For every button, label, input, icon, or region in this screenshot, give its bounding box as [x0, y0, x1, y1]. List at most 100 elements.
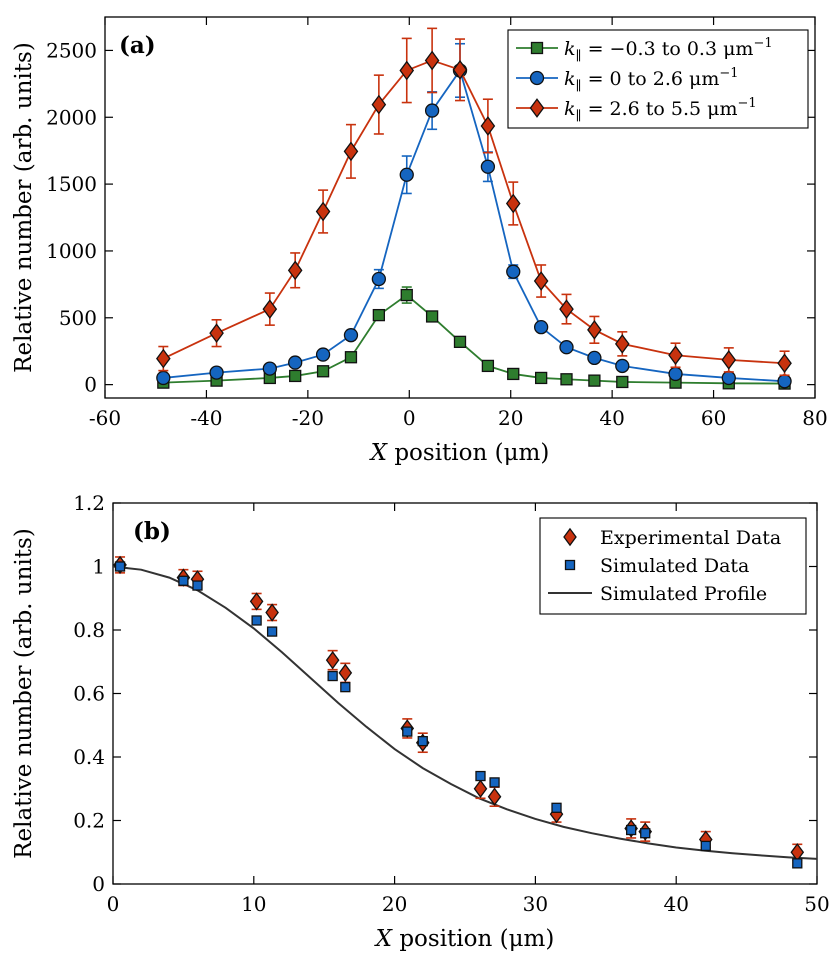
legend-b: Experimental Data Simulated Data Simulated…	[539, 517, 807, 615]
x-tick-label: 80	[802, 406, 827, 430]
data-point	[262, 361, 277, 376]
data-point	[209, 323, 224, 344]
data-point	[251, 615, 262, 626]
data-point	[480, 159, 496, 174]
data-point	[625, 824, 637, 836]
legend-marker	[529, 98, 545, 118]
data-point	[614, 333, 630, 354]
data-point	[343, 141, 359, 162]
data-point	[340, 682, 351, 693]
data-point	[668, 345, 683, 366]
profile-curve	[112, 565, 818, 860]
series-group-b	[112, 555, 818, 869]
data-point	[287, 260, 303, 281]
legend-a: k∥ = −0.3 to 0.3 μm−1k∥ = 0 to 2.6 μm−1k…	[507, 29, 809, 129]
data-point	[453, 335, 467, 349]
data-point	[400, 288, 413, 302]
series-a-diamond	[156, 27, 792, 377]
x-tick-label: 40	[663, 892, 688, 916]
y-axis-title-a: Relative number (arb. units)	[11, 42, 37, 373]
data-point	[721, 350, 737, 370]
data-point	[325, 650, 340, 670]
data-point	[371, 94, 387, 115]
data-point	[192, 580, 203, 591]
data-point	[417, 735, 428, 747]
legend-box	[539, 517, 807, 615]
y-tick-label: 0	[92, 872, 105, 896]
x-tick-label: 20	[498, 406, 523, 430]
data-point	[551, 802, 562, 813]
legend-entry: Simulated Data	[600, 555, 749, 577]
y-tick-label: 0.2	[73, 809, 105, 833]
data-point	[424, 103, 440, 118]
data-point	[288, 355, 303, 370]
legend-entry: k∥ = 0 to 2.6 μm−1	[564, 66, 739, 94]
x-tick-label: 40	[599, 406, 624, 430]
chart-panel-a: -60 -40 -20 0 20 40 60 80 0 500 1000 1500 2000 2500 (…	[11, 16, 828, 466]
data-point	[534, 371, 548, 385]
data-point	[588, 374, 601, 387]
axis-ticks-a: -60 -40 -20 0 20 40 60 80 0 500 1000 1500 2000 2500	[46, 17, 828, 430]
data-point	[475, 770, 486, 782]
series-a-square	[157, 286, 791, 390]
data-point	[178, 575, 189, 586]
data-point	[289, 369, 302, 383]
data-point	[344, 351, 358, 364]
y-axis-title-b: Relative number (arb. units)	[11, 528, 37, 859]
x-tick-label: 0	[403, 406, 416, 430]
x-axis-title-a: X position (μm)	[369, 440, 550, 466]
data-point	[560, 373, 573, 386]
data-point	[343, 328, 359, 343]
y-tick-label: 1000	[46, 239, 97, 263]
data-point	[559, 299, 574, 319]
data-point	[489, 777, 500, 788]
legend-entry: k∥ = −0.3 to 0.3 μm−1	[564, 36, 773, 64]
data-point	[156, 370, 171, 386]
data-point	[452, 59, 468, 80]
data-point	[473, 779, 488, 798]
data-point	[114, 561, 126, 572]
series-simulated-profile	[112, 565, 818, 860]
legend-marker	[530, 41, 544, 55]
data-point	[721, 370, 736, 386]
x-axis-title-b: X position (μm)	[374, 926, 555, 952]
data-point	[249, 592, 264, 611]
legend-marker	[564, 559, 576, 571]
data-point	[668, 366, 683, 382]
data-point	[481, 359, 495, 373]
legend-box	[507, 29, 809, 129]
data-point	[506, 264, 521, 279]
y-tick-label: 0	[84, 373, 97, 397]
y-tick-label: 1500	[46, 172, 97, 196]
y-tick-label: 2000	[46, 105, 97, 129]
y-tick-label: 1.2	[73, 491, 105, 515]
legend-entry: k∥ = 2.6 to 5.5 μm−1	[564, 96, 757, 124]
data-point	[402, 726, 413, 737]
data-point	[616, 375, 629, 389]
data-point	[480, 116, 496, 136]
data-point	[700, 840, 711, 852]
series-simulated-data	[114, 561, 803, 869]
data-point	[315, 201, 331, 222]
data-point	[587, 319, 602, 340]
legend-entry: Experimental Data	[600, 527, 781, 549]
x-tick-label: 20	[382, 892, 407, 916]
data-point	[266, 626, 278, 637]
legend-entry: Simulated Profile	[600, 583, 767, 605]
data-point	[425, 310, 439, 323]
y-tick-label: 1	[92, 555, 105, 579]
data-point	[209, 365, 224, 380]
data-point	[371, 271, 387, 287]
data-point	[777, 374, 792, 389]
y-tick-label: 0.4	[73, 745, 105, 769]
legend-marker	[529, 70, 545, 86]
data-point	[792, 858, 803, 869]
panel-label-b: (b)	[133, 518, 171, 545]
axis-ticks-b: 0 10 20 30 40 50 0 0.2 0.4 0.6 0.8 1 1.2	[73, 491, 830, 916]
data-point	[615, 358, 630, 374]
data-point	[507, 367, 520, 381]
x-tick-label: 0	[107, 892, 120, 916]
chart-panel-b: 0 10 20 30 40 50 0 0.2 0.4 0.6 0.8 1 1.2 (b) X posit…	[11, 491, 830, 952]
data-point	[262, 299, 278, 319]
